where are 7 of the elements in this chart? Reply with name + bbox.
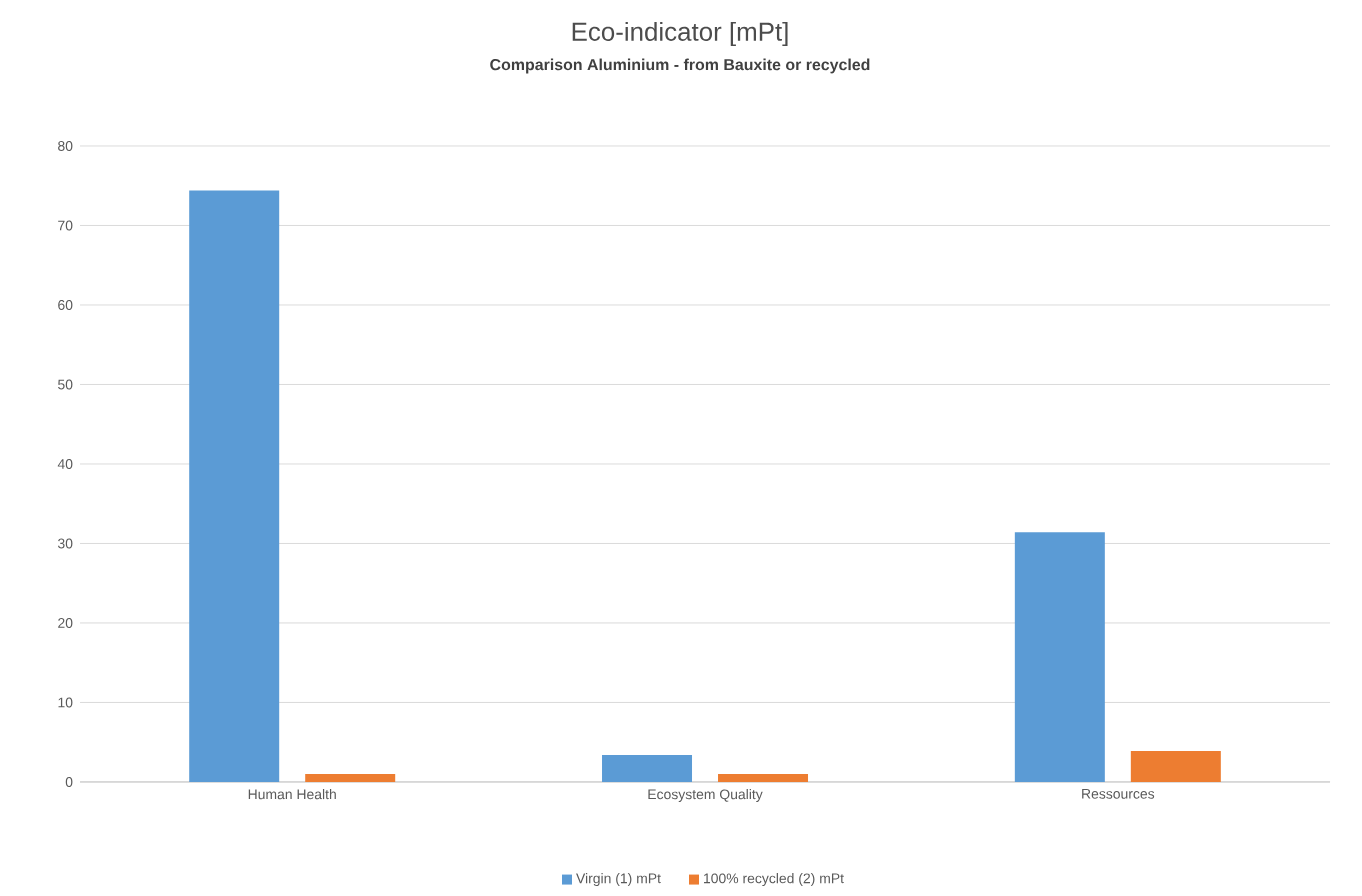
chart-title: Eco-indicator [mPt]	[572, 21, 788, 47]
bar	[718, 774, 809, 782]
bar	[602, 754, 693, 782]
bar	[305, 774, 396, 782]
bar	[189, 190, 280, 782]
bar	[1130, 750, 1221, 782]
bar	[1014, 532, 1105, 782]
